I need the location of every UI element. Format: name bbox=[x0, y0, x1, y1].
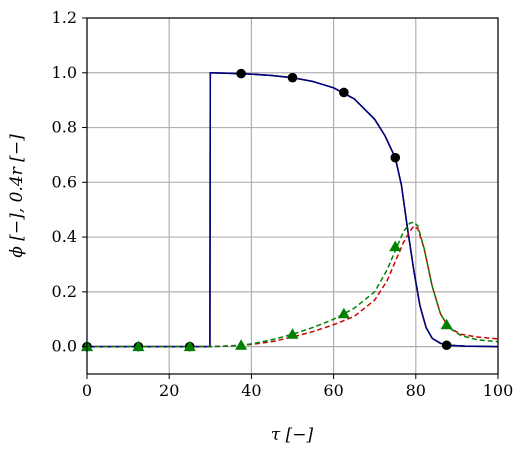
data-point-triangle bbox=[286, 328, 299, 339]
data-point-triangle bbox=[132, 340, 145, 352]
x-tick-label: 20 bbox=[159, 381, 179, 400]
markers-group bbox=[81, 68, 453, 352]
data-point-circle bbox=[390, 152, 401, 163]
y-tick-label: 0.2 bbox=[52, 282, 77, 301]
data-point-triangle bbox=[389, 240, 402, 252]
series-line-5 bbox=[87, 221, 499, 348]
x-tick-label: 100 bbox=[483, 381, 514, 400]
x-tick-label: 80 bbox=[406, 381, 426, 400]
data-point-circle bbox=[287, 72, 298, 83]
x-tick-label: 60 bbox=[323, 381, 343, 400]
plot-area bbox=[87, 18, 498, 374]
x-axis-label: τ [−] bbox=[271, 425, 314, 445]
data-point-triangle bbox=[337, 307, 350, 319]
y-tick-label: 0.8 bbox=[52, 118, 77, 137]
y-axis-label: ϕ [−], 0.4r [−] bbox=[7, 134, 27, 258]
x-tick-label: 0 bbox=[82, 381, 92, 400]
data-point-triangle bbox=[235, 339, 248, 350]
data-point-circle bbox=[236, 68, 246, 79]
plot-frame bbox=[86, 17, 499, 375]
data-point-circle bbox=[339, 87, 349, 98]
x-tick-label: 40 bbox=[241, 381, 261, 400]
data-point-triangle bbox=[440, 318, 453, 330]
data-point-circle bbox=[441, 340, 452, 351]
y-tick-label: 1.0 bbox=[52, 63, 77, 82]
data-point-triangle bbox=[183, 340, 196, 352]
y-tick-label: 0.4 bbox=[52, 227, 77, 246]
y-tick-label: 0.6 bbox=[52, 172, 77, 191]
y-tick-label: 0.0 bbox=[52, 337, 77, 356]
series-line-4 bbox=[87, 225, 499, 348]
ticks-group: 0 20 40 60 80 100 0.0 0.2 0.4 0.6 0.8 1.0 1.2 bbox=[52, 8, 514, 400]
y-tick-label: 1.2 bbox=[52, 8, 77, 27]
